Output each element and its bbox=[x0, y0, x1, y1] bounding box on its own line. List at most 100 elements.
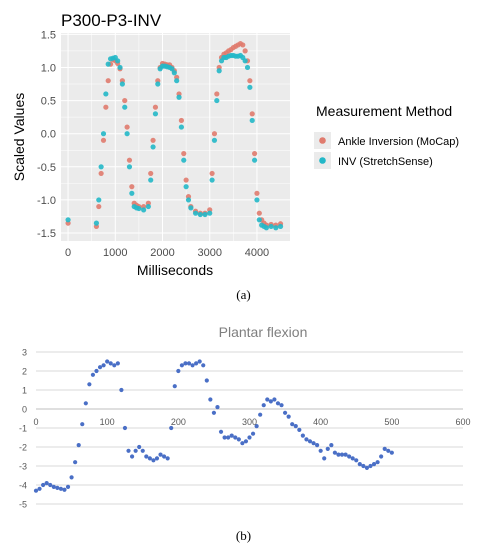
plantar-flexion-point bbox=[144, 454, 149, 459]
plantar-flexion-point bbox=[364, 465, 370, 470]
plantar-flexion-point bbox=[80, 422, 85, 427]
mocap-point bbox=[256, 210, 262, 216]
stretchsense-point bbox=[178, 124, 185, 130]
plantar-flexion-point bbox=[315, 443, 320, 448]
stretchsense-point bbox=[197, 211, 203, 218]
plantar-flexion-point bbox=[51, 484, 56, 489]
stretchsense-point bbox=[115, 58, 121, 64]
x-tick-label: 2000 bbox=[150, 247, 174, 259]
mocap-point bbox=[251, 150, 258, 157]
mocap-point bbox=[181, 150, 187, 157]
stretchsense-point bbox=[244, 64, 251, 71]
plantar-flexion-point bbox=[339, 452, 345, 457]
x-tick-label: 400 bbox=[313, 417, 328, 427]
plantar-flexion-point bbox=[307, 439, 313, 444]
y-tick-label: 0 bbox=[22, 405, 27, 415]
stretchsense-point bbox=[103, 91, 109, 97]
plantar-flexion-point bbox=[169, 425, 174, 431]
plantar-flexion-point bbox=[243, 439, 249, 444]
plantar-flexion-point bbox=[361, 463, 366, 469]
chart-a-title: P300-P3-INV bbox=[61, 11, 162, 30]
stretchsense-point bbox=[155, 81, 161, 87]
plantar-flexion-point bbox=[322, 456, 327, 461]
plantar-flexion-point bbox=[183, 361, 188, 366]
mocap-point bbox=[209, 170, 215, 177]
x-tick-label: 200 bbox=[171, 417, 186, 427]
mocap-point bbox=[98, 170, 104, 177]
stretchsense-point bbox=[188, 205, 194, 211]
x-tick-label: 4000 bbox=[245, 247, 269, 259]
mocap-point bbox=[249, 111, 255, 117]
stretchsense-point bbox=[98, 164, 104, 170]
stretchsense-point bbox=[122, 104, 128, 110]
plantar-flexion-point bbox=[62, 487, 67, 492]
x-tick-label: 0 bbox=[65, 247, 71, 259]
stretchsense-point bbox=[129, 190, 135, 196]
plantar-flexion-point bbox=[90, 372, 96, 377]
stretchsense-point bbox=[251, 157, 258, 163]
plantar-flexion-point bbox=[190, 363, 195, 368]
plantar-flexion-point bbox=[379, 454, 384, 459]
y-tick-label: 1 bbox=[22, 386, 27, 396]
stretchsense-point bbox=[169, 66, 175, 72]
y-tick-label: -2 bbox=[19, 443, 27, 453]
stretchsense-point bbox=[150, 144, 156, 150]
mocap-point bbox=[254, 190, 260, 196]
stretchsense-point bbox=[202, 211, 208, 218]
legend-marker-mocap bbox=[319, 137, 326, 144]
chart-b-y-ticks: -5 -4 -3 -2 -1 0 1 2 3 bbox=[19, 348, 27, 510]
stretchsense-point bbox=[214, 97, 220, 104]
plantar-flexion-point bbox=[119, 387, 124, 393]
y-tick-label: 3 bbox=[22, 348, 27, 358]
x-tick-label: 600 bbox=[455, 417, 470, 427]
y-tick-label: -4 bbox=[19, 481, 27, 491]
plantar-flexion-point bbox=[97, 365, 103, 370]
stretchsense-point bbox=[209, 177, 215, 183]
y-tick-label: -1.0 bbox=[37, 195, 56, 207]
plantar-flexion-point bbox=[343, 452, 348, 457]
y-tick-label: -0.5 bbox=[37, 162, 56, 174]
chart-a-points bbox=[65, 40, 284, 231]
plantar-flexion-point bbox=[350, 456, 355, 461]
plantar-flexion-point bbox=[325, 446, 330, 451]
plantar-flexion-point bbox=[172, 384, 177, 389]
y-tick-label: -5 bbox=[19, 500, 27, 510]
mocap-point bbox=[211, 131, 218, 137]
stretchsense-point bbox=[249, 117, 255, 124]
plantar-flexion-point bbox=[304, 437, 309, 442]
legend-label-mocap: Ankle Inversion (MoCap) bbox=[338, 136, 459, 148]
stretchsense-point bbox=[126, 164, 133, 170]
plantar-flexion-point bbox=[129, 454, 135, 459]
chart-a: P300-P3-INV -1.5 -1.0 -0.5 0.0 0.5 1.0 1.5 0 10… bbox=[11, 11, 459, 278]
plantar-flexion-point bbox=[258, 412, 263, 417]
chart-b-grid bbox=[36, 351, 463, 505]
stretchsense-point bbox=[263, 225, 269, 231]
plantar-flexion-point bbox=[137, 444, 142, 450]
stretchsense-point bbox=[216, 68, 222, 74]
plantar-flexion-point bbox=[275, 401, 281, 406]
x-tick-label: 0 bbox=[33, 417, 38, 427]
chart-b-points bbox=[33, 359, 394, 493]
plantar-flexion-point bbox=[279, 403, 284, 408]
plantar-flexion-point bbox=[261, 403, 266, 408]
plantar-flexion-point bbox=[332, 450, 337, 455]
plantar-flexion-point bbox=[311, 441, 316, 446]
stretchsense-point bbox=[273, 225, 279, 231]
legend-marker-stretchsense bbox=[319, 157, 326, 164]
mocap-point bbox=[100, 137, 107, 143]
plantar-flexion-point bbox=[218, 429, 224, 434]
stretchsense-point bbox=[136, 205, 142, 212]
plantar-flexion-point bbox=[233, 435, 238, 440]
stretchsense-point bbox=[242, 58, 248, 64]
plantar-flexion-point bbox=[158, 452, 163, 457]
stretchsense-point bbox=[148, 177, 154, 183]
plantar-flexion-point bbox=[87, 382, 92, 387]
plantar-flexion-point bbox=[147, 456, 152, 461]
chart-b-x-ticks: 0 100 200 300 400 500 600 bbox=[33, 417, 470, 427]
mocap-point bbox=[178, 117, 185, 124]
plantar-flexion-point bbox=[101, 363, 106, 368]
plantar-flexion-point bbox=[105, 359, 110, 364]
plantar-flexion-point bbox=[347, 454, 352, 459]
plantar-flexion-point bbox=[236, 437, 241, 442]
y-tick-label: 1.5 bbox=[41, 29, 56, 41]
